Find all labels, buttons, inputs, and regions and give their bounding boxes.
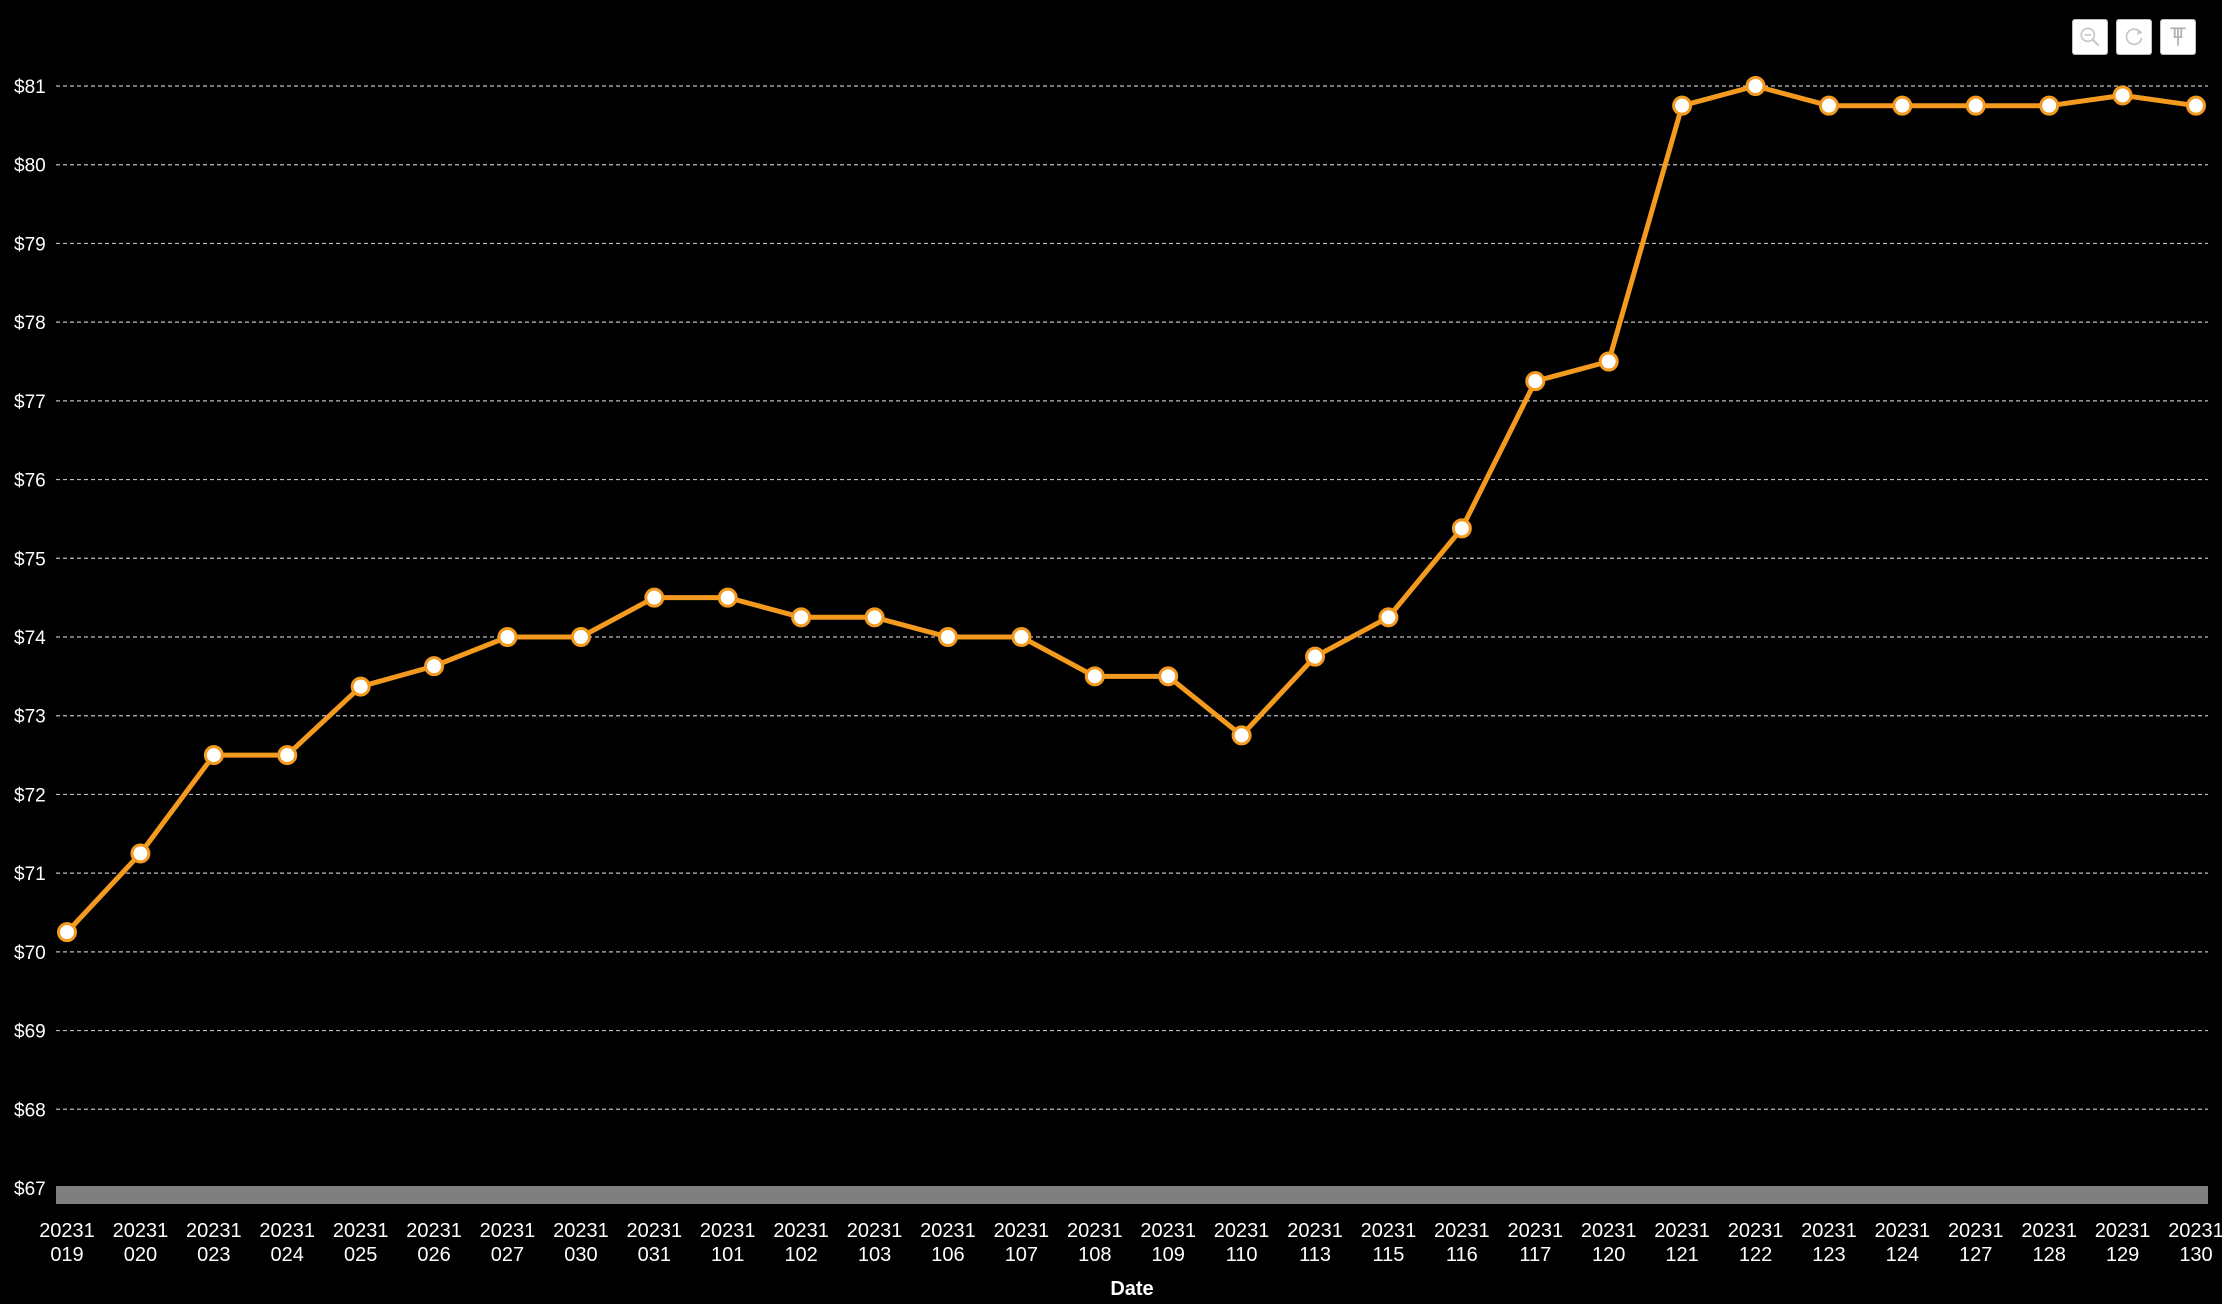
x-tick-label: 20231 120 (1581, 1220, 1637, 1266)
y-tick-label: $71 (14, 864, 46, 885)
y-tick-label: $80 (14, 156, 46, 177)
x-tick-label: 20231 024 (259, 1220, 315, 1266)
x-axis-ticks: 20231 019 20231 020 20231 023 20231 024 20231 025… (39, 1220, 2222, 1266)
x-tick-label: 20231 102 (773, 1220, 829, 1266)
x-tick-label: 20231 121 (1654, 1220, 1710, 1266)
data-point[interactable] (1672, 95, 1693, 116)
pin-icon (2170, 27, 2186, 46)
x-axis-label: Date (1110, 1278, 1153, 1300)
x-tick-label: 20231 109 (1140, 1220, 1196, 1266)
y-tick-label: $69 (14, 1022, 46, 1043)
x-tick-label: 20231 019 (39, 1220, 95, 1266)
x-tick-label: 20231 030 (553, 1220, 609, 1266)
data-point[interactable] (864, 607, 885, 628)
y-tick-label: $73 (14, 707, 46, 728)
y-tick-label: $76 (14, 471, 46, 492)
x-tick-label: 20231 122 (1728, 1220, 1784, 1266)
data-point[interactable] (644, 587, 665, 608)
data-point[interactable] (1818, 95, 1839, 116)
data-point[interactable] (1378, 607, 1399, 628)
data-point[interactable] (350, 676, 371, 697)
data-point[interactable] (1158, 666, 1179, 687)
x-tick-label: 20231 110 (1214, 1220, 1270, 1266)
data-point[interactable] (1305, 646, 1326, 667)
y-tick-label: $70 (14, 943, 46, 964)
x-tick-label: 20231 130 (2168, 1220, 2222, 1266)
x-tick-label: 20231 108 (1067, 1220, 1123, 1266)
data-point[interactable] (424, 656, 445, 677)
data-point[interactable] (1745, 76, 1766, 96)
data-point[interactable] (2186, 95, 2206, 116)
series-line (64, 83, 2199, 935)
y-tick-label: $72 (14, 785, 46, 806)
zoom-out-icon (2080, 27, 2100, 47)
reset-button[interactable] (2116, 19, 2152, 55)
data-point[interactable] (57, 922, 77, 943)
data-point[interactable] (1231, 725, 1252, 746)
y-tick-label: $74 (14, 628, 46, 649)
data-points (57, 76, 2206, 943)
data-point[interactable] (2112, 85, 2133, 106)
y-tick-label: $81 (14, 77, 46, 98)
data-point[interactable] (1011, 627, 1032, 647)
x-tick-label: 20231 116 (1434, 1220, 1490, 1266)
range-slider-bar[interactable] (56, 1186, 2208, 1204)
x-tick-label: 20231 128 (2021, 1220, 2077, 1266)
y-tick-label: $78 (14, 313, 46, 334)
data-point[interactable] (1525, 371, 1546, 392)
data-point[interactable] (1598, 351, 1619, 372)
reset-icon (2125, 28, 2143, 46)
x-tick-label: 20231 106 (920, 1220, 976, 1266)
x-tick-label: 20231 107 (994, 1220, 1050, 1266)
data-point[interactable] (1451, 518, 1472, 539)
data-point[interactable] (717, 587, 738, 608)
y-tick-label: $67 (14, 1179, 46, 1200)
data-point[interactable] (1965, 95, 1986, 116)
x-tick-label: 20231 025 (333, 1220, 389, 1266)
y-tick-label: $77 (14, 392, 46, 413)
data-point[interactable] (203, 745, 224, 766)
x-tick-label: 20231 103 (847, 1220, 903, 1266)
x-tick-label: 20231 027 (480, 1220, 536, 1266)
data-point[interactable] (570, 627, 591, 647)
data-point[interactable] (277, 745, 298, 766)
zoom-out-button[interactable] (2072, 19, 2108, 55)
pin-button[interactable] (2160, 19, 2196, 55)
x-tick-label: 20231 031 (626, 1220, 682, 1266)
data-point[interactable] (1084, 666, 1105, 687)
y-tick-label: $79 (14, 234, 46, 255)
x-tick-label: 20231 020 (113, 1220, 169, 1266)
grid-lines (56, 85, 2208, 1110)
x-tick-label: 20231 123 (1801, 1220, 1857, 1266)
chart-toolbar (2072, 19, 2196, 55)
data-point[interactable] (791, 607, 812, 628)
data-point[interactable] (937, 627, 958, 647)
x-tick-label: 20231 129 (2095, 1220, 2151, 1266)
x-tick-label: 20231 124 (1875, 1220, 1931, 1266)
x-tick-label: 20231 023 (186, 1220, 242, 1266)
y-tick-label: $68 (14, 1100, 46, 1121)
x-tick-label: 20231 127 (1948, 1220, 2004, 1266)
x-tick-label: 20231 101 (700, 1220, 756, 1266)
y-tick-label: $75 (14, 549, 46, 570)
x-tick-label: 20231 026 (406, 1220, 462, 1266)
data-point[interactable] (497, 627, 518, 647)
data-point[interactable] (130, 843, 151, 864)
data-point[interactable] (1892, 95, 1913, 116)
x-tick-label: 20231 115 (1361, 1220, 1417, 1266)
x-tick-label: 20231 113 (1287, 1220, 1343, 1266)
data-point[interactable] (2039, 95, 2060, 116)
y-axis-ticks: $67 $68 $69 $70 $71 $72 $73 $74 $75 $76 $77 $78 $79 $… (14, 77, 46, 1200)
x-tick-label: 20231 117 (1507, 1220, 1563, 1266)
